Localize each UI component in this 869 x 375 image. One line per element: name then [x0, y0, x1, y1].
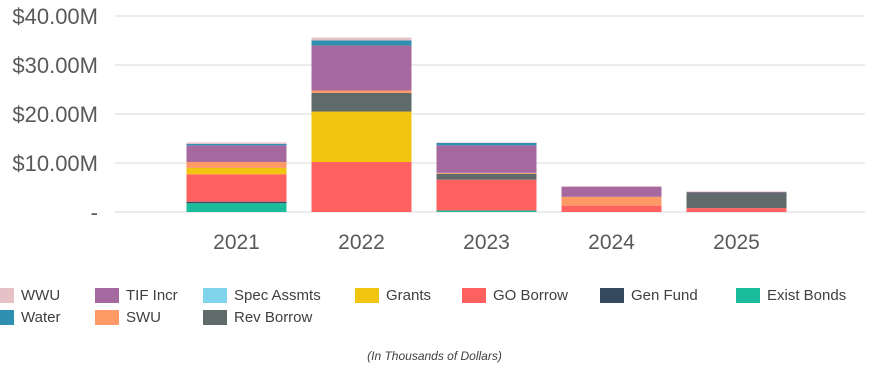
bar-segment: [561, 186, 662, 188]
legend-item: Water: [0, 307, 60, 327]
legend-swatch: [0, 309, 14, 325]
bar-segment: [436, 210, 537, 212]
legend-swatch: [203, 287, 227, 303]
legend-swatch: [203, 309, 227, 325]
legend-label: GO Borrow: [493, 286, 569, 304]
legend-label: Water: [21, 308, 61, 326]
bar-segment: [561, 205, 662, 212]
bar-segment: [186, 203, 287, 212]
legend-label: Spec Assmts: [234, 286, 321, 304]
bar-segment: [686, 208, 787, 212]
bar-segment: [186, 174, 287, 202]
bar-segment: [186, 162, 287, 168]
bar-segment: [311, 45, 412, 91]
legend-item: Exist Bonds: [736, 285, 846, 305]
legend-swatch: [95, 309, 119, 325]
bar-segment: [311, 111, 412, 163]
bar-segment: [186, 142, 287, 144]
legend-swatch: [95, 287, 119, 303]
legend-label: TIF Incr: [126, 286, 178, 304]
legend-item: SWU: [95, 307, 161, 327]
x-tick-label: 2025: [713, 231, 760, 254]
y-tick-label: $30.00M: [12, 53, 98, 78]
legend-swatch: [600, 287, 624, 303]
bar-segment: [436, 173, 537, 180]
bar-segment: [186, 167, 287, 175]
bar-segment: [686, 192, 787, 209]
legend-swatch: [0, 287, 14, 303]
bar-segment: [561, 196, 662, 206]
bar-segment: [311, 162, 412, 212]
legend-label: SWU: [126, 308, 161, 326]
bar-segment: [311, 40, 412, 46]
legend: WWU TIF Incr Spec Assmts Grants GO Borrow Gen…: [0, 285, 869, 333]
y-tick-label: $40.00M: [12, 4, 98, 29]
bar-segment: [436, 142, 537, 146]
x-axis-ticks: 2021 2022 2023 2024 2025: [213, 231, 760, 254]
legend-item: Gen Fund: [600, 285, 698, 305]
legend-swatch: [355, 287, 379, 303]
bar-segment: [436, 145, 537, 173]
legend-item: Spec Assmts: [203, 285, 321, 305]
y-tick-label: $20.00M: [12, 102, 98, 127]
legend-item: GO Borrow: [462, 285, 568, 305]
y-tick-label: $10.00M: [12, 151, 98, 176]
legend-item: Rev Borrow: [203, 307, 312, 327]
legend-label: Gen Fund: [631, 286, 698, 304]
bar-segment: [186, 145, 287, 163]
bars: [186, 37, 787, 212]
y-axis-ticks: - $10.00M $20.00M $30.00M $40.00M: [12, 4, 98, 225]
legend-label: Grants: [386, 286, 432, 304]
x-tick-label: 2024: [588, 231, 635, 254]
bar-segment: [436, 179, 537, 211]
x-tick-label: 2021: [213, 231, 260, 254]
bar-segment: [561, 187, 662, 197]
legend-swatch: [462, 287, 486, 303]
bar-segment: [311, 92, 412, 112]
legend-label: Exist Bonds: [767, 286, 847, 304]
legend-label: Rev Borrow: [234, 308, 313, 326]
units-note: (In Thousands of Dollars): [367, 349, 502, 363]
legend-swatch: [736, 287, 760, 303]
bar-segment: [436, 172, 537, 174]
bar-segment: [311, 37, 412, 41]
y-tick-label: -: [91, 200, 98, 225]
bar-segment: [186, 143, 287, 146]
x-tick-label: 2023: [463, 231, 510, 254]
legend-label: WWU: [21, 286, 61, 304]
legend-item: WWU: [0, 285, 60, 305]
bar-segment: [311, 90, 412, 93]
legend-item: TIF Incr: [95, 285, 178, 305]
x-tick-label: 2022: [338, 231, 385, 254]
legend-item: Grants: [355, 285, 431, 305]
bar-segment: [186, 201, 287, 204]
